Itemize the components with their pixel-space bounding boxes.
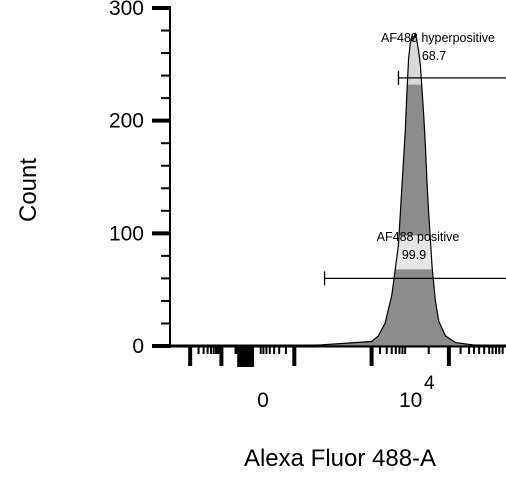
gate-value: 68.7 — [422, 49, 446, 63]
plot-area — [170, 32, 506, 347]
x-tick-label-exponent: 4 — [424, 373, 435, 394]
x-axis: 0 104 — [168, 344, 506, 412]
y-tick-label: 0 — [132, 335, 144, 358]
y-tick-label: 300 — [109, 0, 144, 20]
x-tick-label: 10 — [399, 389, 422, 412]
gate-value: 99.9 — [402, 248, 426, 262]
histogram-outline — [170, 32, 506, 347]
x-axis-title: Alexa Fluor 488-A — [244, 445, 436, 472]
x-tick-label: 0 — [257, 389, 269, 412]
gate-name: AF488 hyperpositive — [381, 31, 495, 45]
y-tick-label: 100 — [109, 222, 144, 245]
x-tick-cluster — [237, 346, 254, 367]
y-tick-label: 200 — [109, 110, 144, 133]
y-axis-title: Count — [15, 158, 42, 222]
histogram-area — [170, 32, 506, 347]
y-axis: 0 100 200 300 — [109, 0, 171, 358]
gate-name: AF488 positive — [377, 230, 460, 244]
gates: AF488 positive 99.9 AF488 hyperpositive 68.… — [323, 31, 506, 286]
